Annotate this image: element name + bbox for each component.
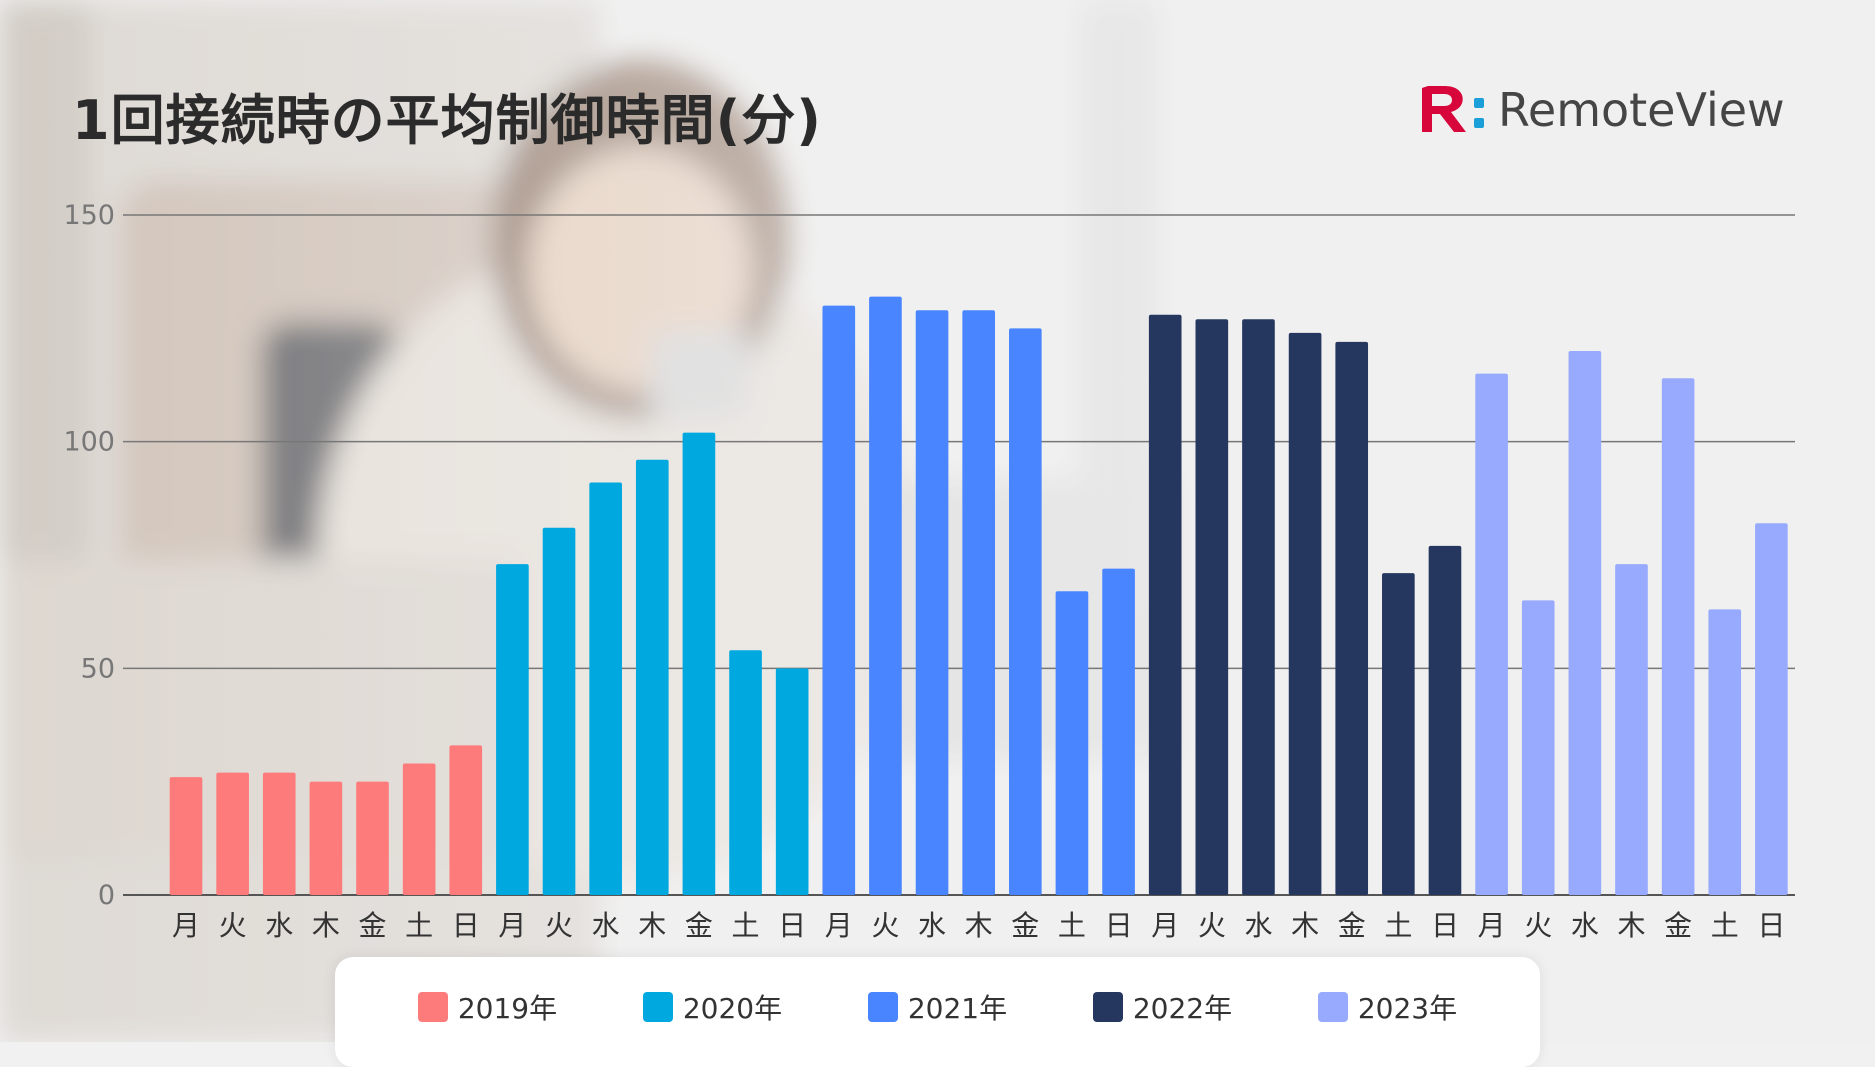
x-tick-label: 土 bbox=[1058, 909, 1086, 942]
bar bbox=[402, 763, 436, 895]
bar bbox=[1428, 545, 1462, 895]
page-title: 1回接続時の平均制御時間(分) bbox=[72, 89, 822, 152]
x-tick-label: 金 bbox=[359, 909, 387, 942]
bar bbox=[496, 564, 529, 895]
legend-label: 2020年 bbox=[682, 992, 783, 1025]
x-tick-label: 月 bbox=[1151, 909, 1179, 942]
x-tick-label: 木 bbox=[638, 909, 666, 942]
bar bbox=[1288, 332, 1322, 895]
legend-item: 2019年 bbox=[417, 987, 558, 1027]
bar bbox=[1195, 319, 1229, 895]
legend-item: 2021年 bbox=[867, 987, 1008, 1027]
x-tick-label: 木 bbox=[965, 909, 993, 942]
bar bbox=[1382, 573, 1415, 895]
x-tick-label: 月 bbox=[1478, 909, 1506, 942]
x-tick-label: 金 bbox=[1338, 909, 1366, 942]
bar bbox=[1708, 609, 1742, 895]
x-tick-label: 水 bbox=[265, 909, 293, 942]
bar bbox=[962, 310, 996, 895]
bar-chart: 050100150月火水木金土日月火水木金土日月火水木金土日月火水木金土日月火水… bbox=[63, 200, 1795, 942]
x-tick-label: 土 bbox=[405, 909, 433, 942]
y-tick-label: 150 bbox=[63, 200, 115, 231]
legend-label: 2022年 bbox=[1132, 992, 1233, 1025]
legend-label: 2021年 bbox=[907, 992, 1008, 1025]
chart-legend: 2019年 2020年 2021年 2022年 2023年 bbox=[335, 957, 1540, 1067]
x-tick-label: 水 bbox=[1244, 909, 1272, 942]
bar bbox=[1521, 600, 1555, 895]
x-tick-label: 金 bbox=[685, 909, 713, 942]
legend-swatch bbox=[642, 992, 673, 1022]
bar bbox=[542, 527, 576, 895]
x-tick-label: 日 bbox=[1431, 909, 1459, 942]
x-tick-label: 土 bbox=[1384, 909, 1412, 942]
legend-swatch bbox=[867, 992, 898, 1022]
x-tick-label: 月 bbox=[825, 909, 853, 942]
x-tick-label: 火 bbox=[1524, 909, 1552, 942]
bar bbox=[169, 777, 203, 895]
bar bbox=[1008, 328, 1042, 895]
logo-r-icon bbox=[1422, 86, 1484, 132]
x-tick-label: 火 bbox=[545, 909, 573, 942]
bar bbox=[1055, 591, 1089, 895]
bar bbox=[309, 781, 343, 895]
bar bbox=[356, 781, 389, 895]
logo-text: RemoteView bbox=[1498, 83, 1785, 137]
bar bbox=[729, 650, 762, 895]
x-tick-label: 木 bbox=[1617, 909, 1645, 942]
x-tick-label: 金 bbox=[1664, 909, 1692, 942]
bar bbox=[1102, 568, 1135, 895]
bar bbox=[1755, 523, 1788, 895]
legend-label: 2023年 bbox=[1357, 992, 1458, 1025]
x-tick-label: 水 bbox=[592, 909, 620, 942]
bar bbox=[635, 459, 669, 895]
x-tick-label: 月 bbox=[498, 909, 526, 942]
x-tick-label: 木 bbox=[1291, 909, 1319, 942]
x-tick-label: 日 bbox=[778, 909, 806, 942]
bar bbox=[1568, 351, 1602, 895]
x-tick-label: 土 bbox=[732, 909, 760, 942]
y-tick-label: 100 bbox=[63, 427, 115, 458]
legend-swatch bbox=[1317, 992, 1348, 1022]
x-tick-label: 火 bbox=[219, 909, 247, 942]
bar bbox=[822, 305, 856, 896]
x-tick-label: 日 bbox=[1105, 909, 1133, 942]
x-tick-label: 金 bbox=[1011, 909, 1039, 942]
legend-swatch bbox=[1092, 992, 1123, 1022]
bar bbox=[869, 296, 902, 896]
bar bbox=[1615, 564, 1648, 895]
bar bbox=[682, 432, 716, 895]
x-tick-label: 月 bbox=[172, 909, 200, 942]
bar bbox=[775, 668, 809, 895]
legend-swatch bbox=[417, 992, 448, 1022]
bar bbox=[216, 772, 249, 895]
x-tick-label: 土 bbox=[1711, 909, 1739, 942]
x-tick-label: 日 bbox=[1757, 909, 1785, 942]
x-tick-label: 火 bbox=[1198, 909, 1226, 942]
legend-label: 2019年 bbox=[457, 992, 558, 1025]
legend-item: 2020年 bbox=[642, 987, 783, 1027]
bar bbox=[449, 745, 483, 895]
bar bbox=[1335, 341, 1369, 895]
x-tick-label: 木 bbox=[312, 909, 340, 942]
y-tick-label: 0 bbox=[98, 880, 115, 911]
bar bbox=[262, 772, 296, 895]
bar bbox=[1148, 314, 1182, 895]
bar bbox=[1661, 378, 1695, 895]
x-tick-label: 火 bbox=[871, 909, 899, 942]
legend-item: 2023年 bbox=[1317, 987, 1458, 1027]
y-tick-label: 50 bbox=[81, 653, 115, 684]
bar bbox=[589, 482, 622, 895]
legend-item: 2022年 bbox=[1092, 987, 1233, 1027]
bar bbox=[915, 310, 949, 895]
bar bbox=[1242, 319, 1275, 895]
x-tick-label: 水 bbox=[1571, 909, 1599, 942]
bar bbox=[1475, 373, 1508, 896]
x-tick-label: 水 bbox=[918, 909, 946, 942]
remoteview-logo: RemoteView bbox=[1418, 80, 1785, 140]
x-tick-label: 日 bbox=[452, 909, 480, 942]
